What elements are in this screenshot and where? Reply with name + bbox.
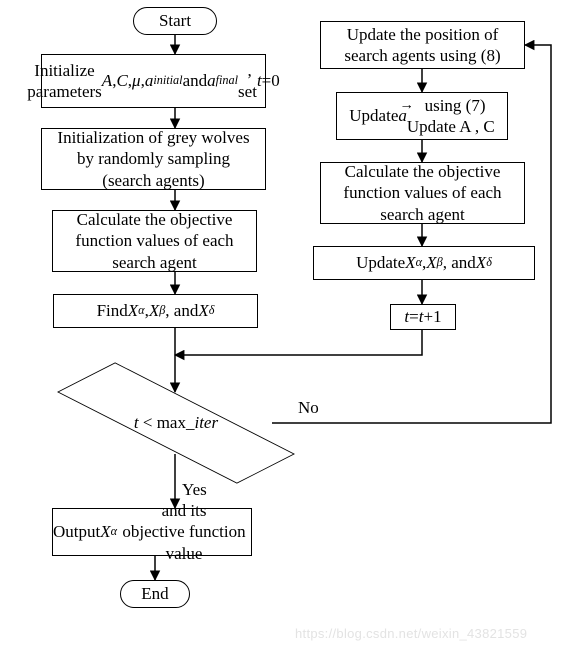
node-find_xyz: Find Xα , Xβ , and Xδ (53, 294, 258, 328)
node-output: Output Xα and itsobjective function valu… (52, 508, 252, 556)
watermark-text: https://blog.csdn.net/weixin_43821559 (295, 626, 527, 641)
node-update_a: Update a using (7)Update A , C (336, 92, 508, 140)
node-end: End (120, 580, 190, 608)
node-update_xyz: Update Xα , Xβ , and Xδ (313, 246, 535, 280)
edge-label-no: No (296, 398, 321, 418)
node-decision: t < max_iter (80, 392, 272, 454)
node-increment: t=t+1 (390, 304, 456, 330)
node-init_params: Initialize parameters A, C,μ, ainitial a… (41, 54, 266, 108)
node-init_wolves: Initialization of grey wolvesby randomly… (41, 128, 266, 190)
edge-label-yes: Yes (180, 480, 209, 500)
node-calc_obj_left: Calculate the objectivefunction values o… (52, 210, 257, 272)
node-update_pos: Update the position ofsearch agents usin… (320, 21, 525, 69)
node-calc_obj_right: Calculate the objectivefunction values o… (320, 162, 525, 224)
node-start: Start (133, 7, 217, 35)
